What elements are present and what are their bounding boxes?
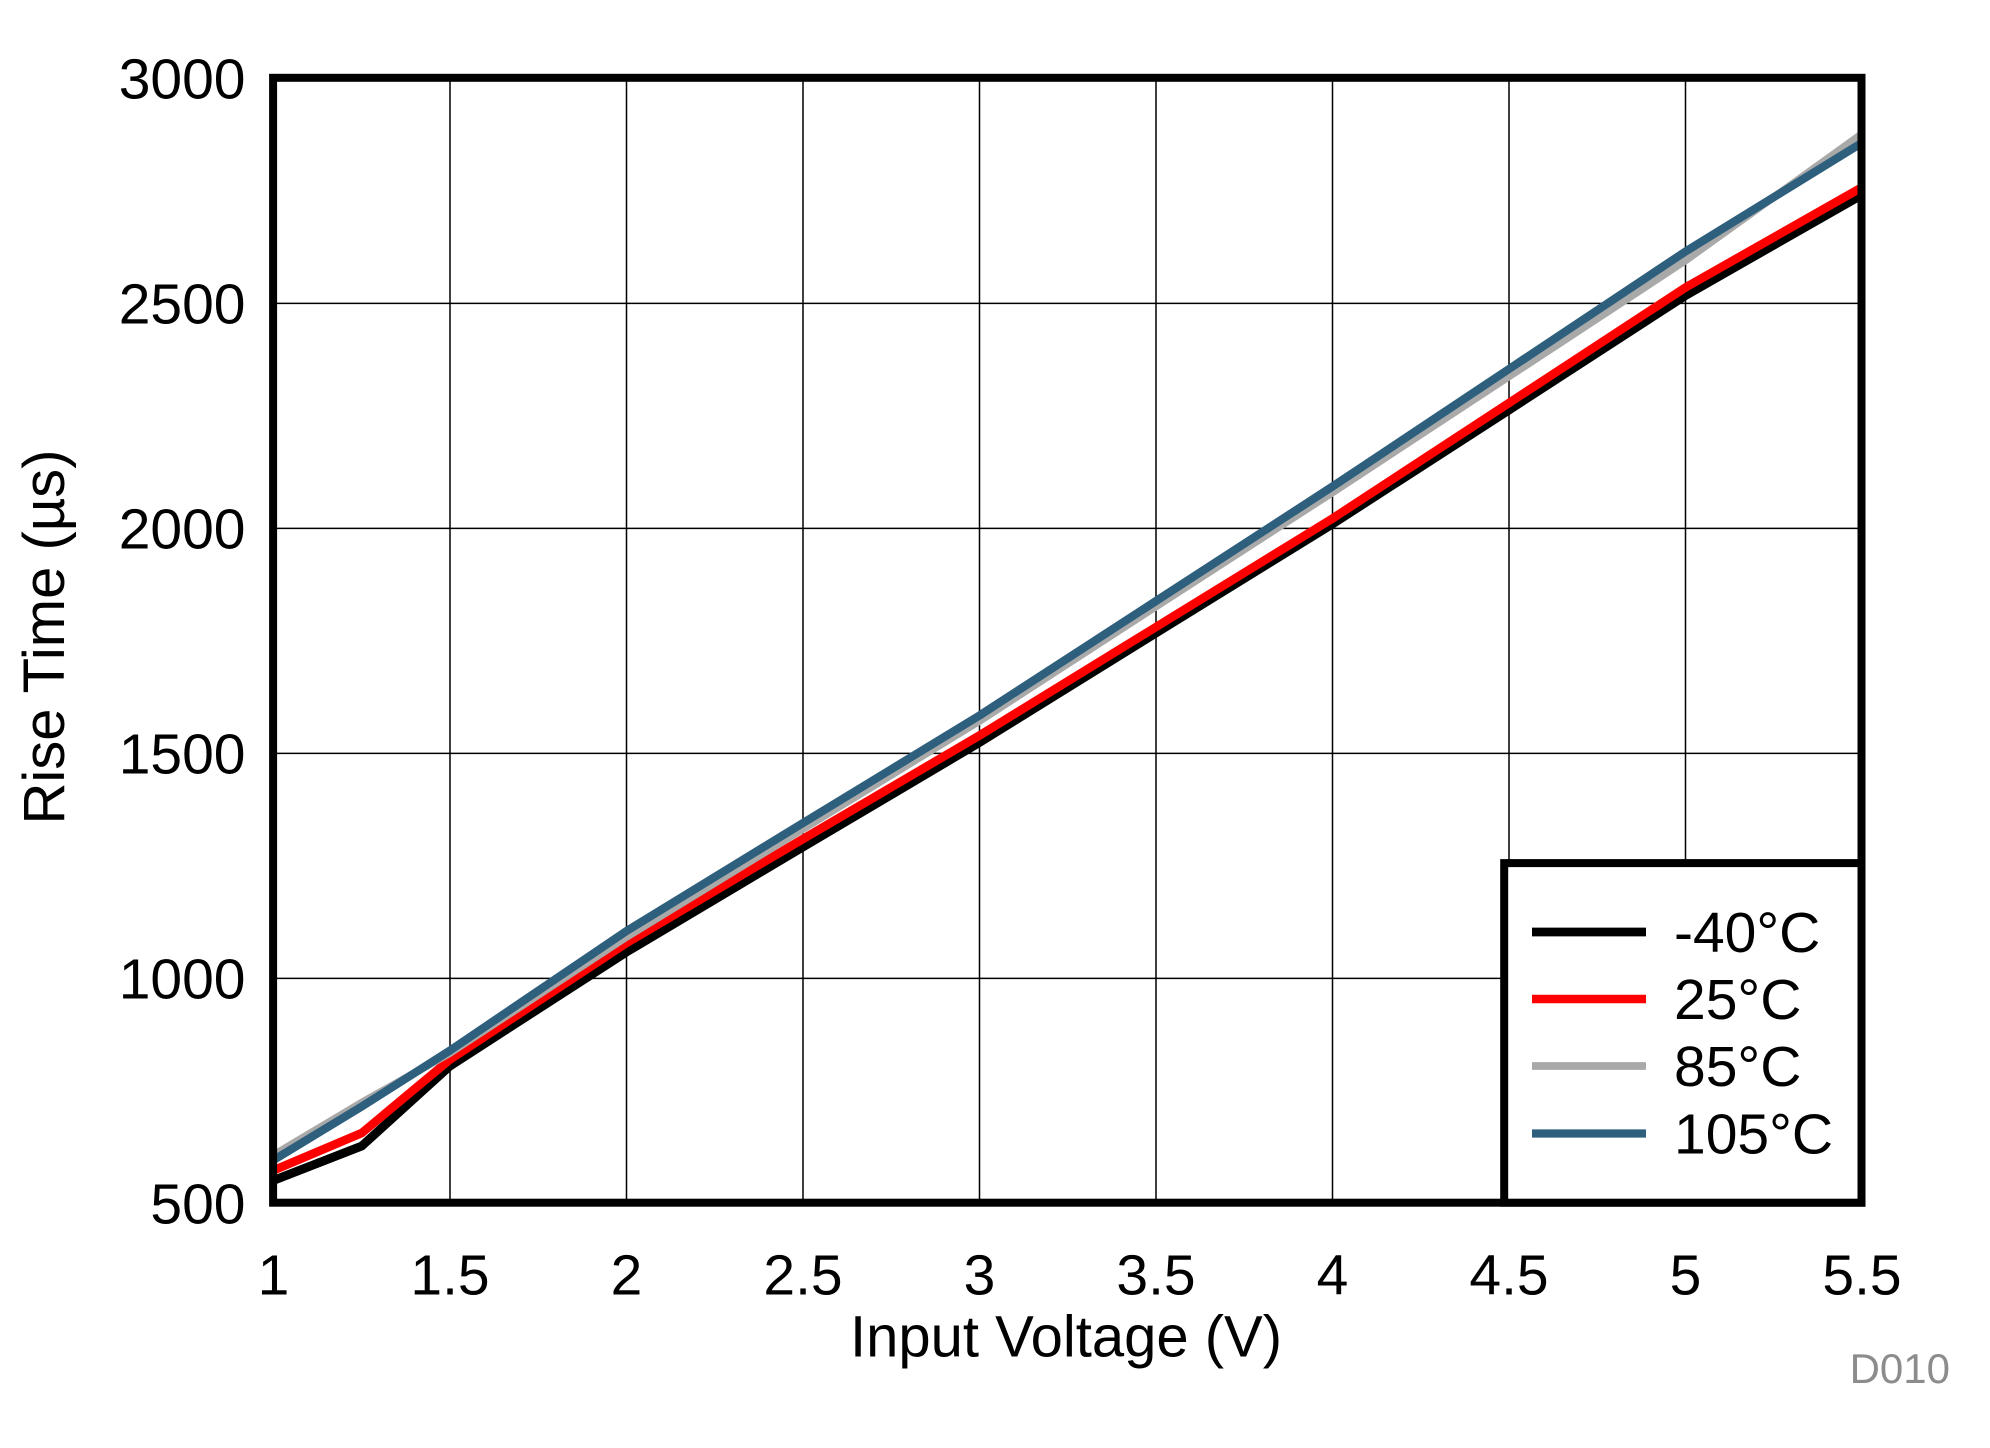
- svg-text:3: 3: [964, 1244, 996, 1308]
- svg-text:2.5: 2.5: [763, 1244, 842, 1308]
- svg-text:D010: D010: [1850, 1345, 1950, 1392]
- svg-text:Input Voltage (V): Input Voltage (V): [850, 1305, 1282, 1370]
- svg-text:1: 1: [258, 1244, 290, 1308]
- svg-text:1000: 1000: [119, 947, 246, 1011]
- svg-text:Rise Time (µs): Rise Time (µs): [12, 450, 77, 825]
- svg-text:2000: 2000: [119, 497, 246, 561]
- svg-text:1.5: 1.5: [410, 1244, 489, 1308]
- svg-text:4: 4: [1317, 1244, 1349, 1308]
- svg-text:3000: 3000: [119, 47, 246, 111]
- svg-text:2: 2: [611, 1244, 643, 1308]
- svg-text:5: 5: [1670, 1244, 1702, 1308]
- svg-text:500: 500: [150, 1172, 245, 1236]
- svg-text:85°C: 85°C: [1674, 1035, 1801, 1099]
- svg-text:-40°C: -40°C: [1674, 901, 1820, 965]
- svg-text:105°C: 105°C: [1674, 1103, 1833, 1167]
- svg-text:25°C: 25°C: [1674, 968, 1801, 1032]
- svg-text:3.5: 3.5: [1116, 1244, 1195, 1308]
- svg-text:4.5: 4.5: [1469, 1244, 1548, 1308]
- svg-text:2500: 2500: [119, 272, 246, 336]
- svg-text:1500: 1500: [119, 722, 246, 786]
- svg-text:5.5: 5.5: [1822, 1244, 1901, 1308]
